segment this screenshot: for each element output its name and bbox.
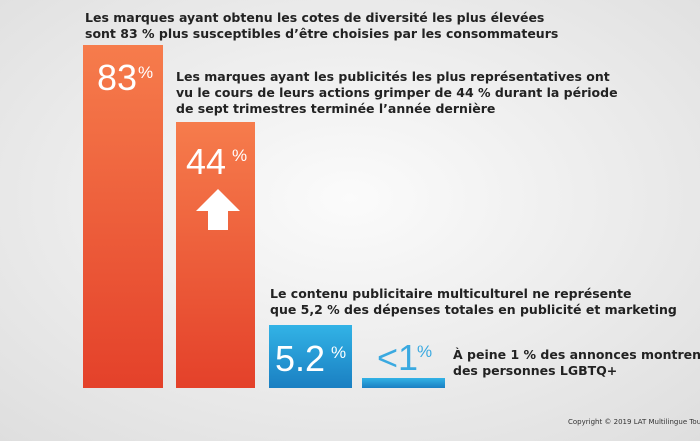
caption: À peine 1 % des annonces montrent bbox=[453, 347, 700, 362]
stat-unit: % bbox=[232, 146, 247, 165]
stat-number: 44 bbox=[186, 141, 226, 182]
bar bbox=[269, 325, 352, 388]
caption: vu le cours de leurs actions grimper de … bbox=[176, 85, 618, 100]
caption: que 5,2 % des dépenses totales en public… bbox=[270, 302, 677, 317]
caption: de sept trimestres terminée l’année dern… bbox=[176, 101, 495, 116]
caption: Les marques ayant les publicités les plu… bbox=[176, 69, 610, 84]
stat-unit: % bbox=[417, 342, 432, 361]
caption: Les marques ayant obtenu les cotes de di… bbox=[85, 10, 544, 25]
stat-unit: % bbox=[138, 63, 153, 82]
stat-unit: % bbox=[331, 343, 346, 362]
stat-number: <1 bbox=[377, 337, 418, 378]
up-arrow bbox=[196, 189, 240, 230]
caption: des personnes LGBTQ+ bbox=[453, 363, 617, 378]
caption: Le contenu publicitaire multiculturel ne… bbox=[270, 286, 632, 301]
stat-number: 5.2 bbox=[275, 338, 325, 379]
caption: sont 83 % plus susceptibles d’être chois… bbox=[85, 26, 558, 41]
copyright: Copyright © 2019 LAT Multilingue Tous dr… bbox=[568, 418, 700, 426]
bar bbox=[362, 378, 445, 388]
bar bbox=[176, 122, 255, 388]
bar bbox=[83, 45, 163, 388]
stat-number: 83 bbox=[97, 57, 137, 98]
